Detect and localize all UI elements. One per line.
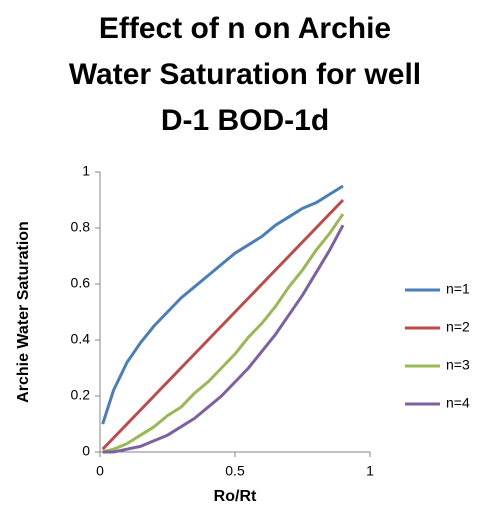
x-tick-label: 0.5 <box>225 463 245 479</box>
chart-title: Effect of n on Archie <box>99 12 391 45</box>
legend-label: n=2 <box>446 319 470 335</box>
series-line <box>101 198 345 451</box>
legend-label: n=3 <box>446 357 470 373</box>
legend-label: n=4 <box>446 395 470 411</box>
series-line <box>102 224 345 454</box>
y-axis-title: Archie Water Saturation <box>15 221 32 403</box>
x-tick-label: 0 <box>96 463 104 479</box>
y-tick-label: 0.8 <box>71 219 91 235</box>
y-tick-label: 1 <box>82 163 90 179</box>
y-tick-label: 0.6 <box>71 275 91 291</box>
x-axis-title: Ro/Rt <box>214 488 257 505</box>
series-line <box>101 184 344 425</box>
x-tick-label: 1 <box>366 463 374 479</box>
y-tick-label: 0.2 <box>71 387 91 403</box>
y-tick-label: 0.4 <box>71 331 91 347</box>
chart-title: D-1 BOD-1d <box>161 104 329 137</box>
legend-label: n=1 <box>446 281 470 297</box>
series-line <box>102 213 345 454</box>
chart-title: Water Saturation for well <box>69 58 421 91</box>
y-tick-label: 0 <box>82 443 90 459</box>
